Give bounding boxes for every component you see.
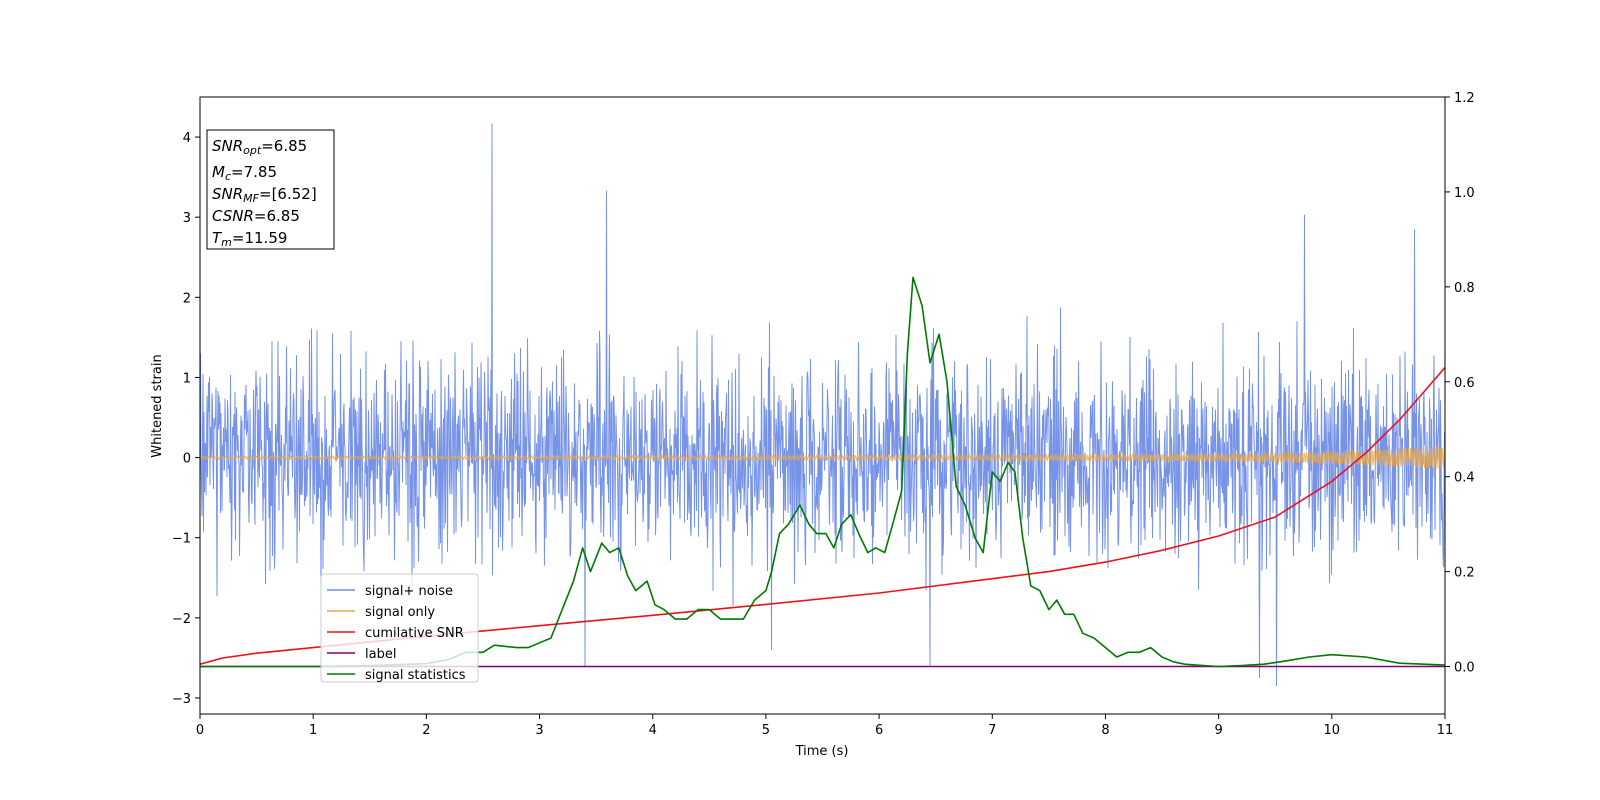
y-tick-label: 1 (183, 371, 191, 386)
x-tick-label: 0 (196, 723, 204, 738)
y-tick-label: −2 (172, 612, 191, 627)
info-subscript: m (221, 236, 232, 249)
signal-only-series (200, 446, 1445, 470)
legend-entry: label (365, 647, 396, 662)
y2-tick-label: 0.2 (1454, 566, 1475, 581)
plot-frame (199, 96, 1446, 715)
legend: signal+ noise signal only cumilative SNR la… (320, 573, 479, 683)
x-tick-label: 1 (309, 723, 317, 738)
info-value: =7.85 (231, 163, 277, 181)
x-tick-label: 8 (1101, 723, 1109, 738)
info-value: =6.85 (254, 207, 300, 225)
info-box-frame (206, 129, 335, 250)
legend-entry: cumilative SNR (365, 626, 464, 641)
info-box-line: CSNR=6.85 (212, 207, 300, 225)
y-tick-label: −3 (172, 692, 191, 707)
y2-tick-label: 0.0 (1454, 661, 1475, 676)
info-subscript: c (225, 170, 231, 183)
y2-tick-label: 1.0 (1454, 186, 1475, 201)
info-box-line: SNRMF=[6.52] (212, 185, 317, 205)
info-box: SNRopt=6.85Mc=7.85SNRMF=[6.52]CSNR=6.85T… (206, 129, 335, 250)
y-tick-label: 3 (183, 211, 191, 226)
info-value: =6.85 (261, 137, 307, 155)
legend-frame (320, 573, 479, 683)
y-axis-label: Whitened strain (150, 354, 165, 457)
x-axis: 0 1 2 3 4 5 6 7 8 9 10 11 (196, 714, 1453, 738)
x-tick-label: 9 (1214, 723, 1222, 738)
info-subscript: MF (243, 192, 259, 205)
y-tick-label: −1 (172, 532, 191, 547)
signal-statistics-line (200, 276, 1445, 668)
x-axis-label: Time (s) (795, 744, 849, 759)
info-value: =11.59 (232, 229, 288, 247)
x-tick-label: 6 (875, 723, 883, 738)
x-tick-label: 5 (762, 723, 770, 738)
x-tick-label: 2 (422, 723, 430, 738)
info-symbol: M (212, 163, 225, 181)
info-value: =[6.52] (259, 185, 317, 203)
y-tick-label: 2 (183, 291, 191, 306)
y2-tick-label: 0.8 (1454, 281, 1475, 296)
x-tick-label: 3 (535, 723, 543, 738)
info-symbol: T (212, 229, 223, 247)
x-tick-label: 10 (1324, 723, 1341, 738)
x-tick-label: 11 (1437, 723, 1454, 738)
signal-only-line (200, 446, 1445, 470)
y-tick-label: 0 (183, 452, 191, 467)
signal-plus-noise-line (200, 123, 1445, 687)
legend-entry: signal statistics (365, 668, 466, 683)
info-box-line: SNRopt=6.85 (212, 137, 307, 157)
y2-tick-label: 0.6 (1454, 376, 1475, 391)
info-symbol: SNR (212, 185, 243, 203)
legend-entry: signal only (365, 605, 435, 620)
info-symbol: SNR (212, 137, 243, 155)
y-axis-left: −3 −2 −1 0 1 2 3 4 (172, 131, 200, 707)
y2-tick-label: 0.4 (1454, 471, 1475, 486)
info-box-line: Mc=7.85 (212, 163, 277, 183)
y-tick-label: 4 (183, 131, 191, 146)
y2-tick-label: 1.2 (1454, 91, 1475, 106)
info-subscript: opt (243, 144, 262, 157)
legend-entry: signal+ noise (365, 584, 453, 599)
info-box-line: Tm=11.59 (212, 229, 287, 249)
x-tick-label: 4 (649, 723, 657, 738)
y-axis-right: 0.0 0.2 0.4 0.6 0.8 1.0 1.2 (1445, 91, 1475, 676)
x-tick-label: 7 (988, 723, 996, 738)
info-symbol: CSNR (212, 207, 254, 225)
signal-plus-noise-series (200, 123, 1445, 687)
